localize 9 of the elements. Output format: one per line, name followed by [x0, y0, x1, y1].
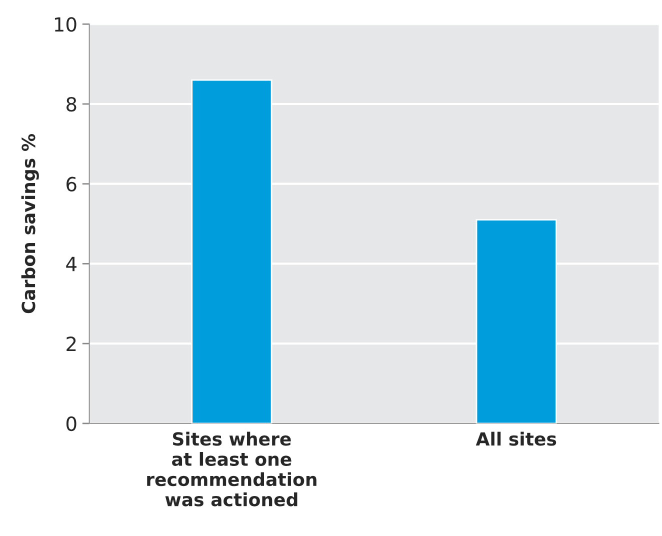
x-tick-label: All sites	[476, 432, 556, 446]
y-tick-label: 10	[54, 17, 76, 32]
y-tick-label: 8	[66, 96, 76, 112]
x-tick-label: Sites where at least one recommendation was actioned	[147, 432, 316, 506]
y-tick-label: 4	[66, 256, 76, 272]
y-tick-label: 2	[66, 336, 76, 351]
y-axis-title: Carbon savings %	[21, 134, 39, 314]
y-tick-label: 0	[66, 416, 76, 432]
y-tick-label: 6	[66, 176, 76, 192]
